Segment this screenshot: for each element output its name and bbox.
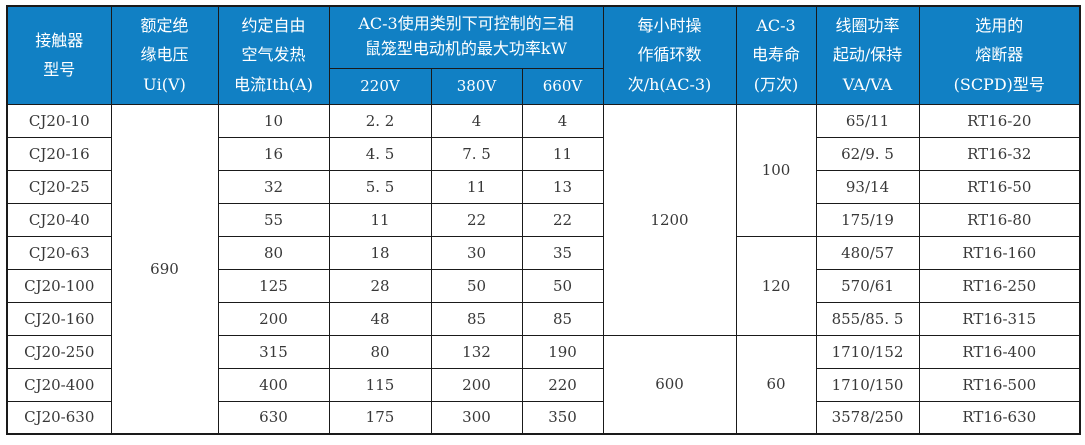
header-voltage-380: 380V bbox=[430, 67, 523, 105]
cell-fuse: RT16-630 bbox=[918, 400, 1081, 435]
cell-fuse: RT16-160 bbox=[918, 235, 1081, 270]
table-row: CJ20-10 690 10 2. 2 4 4 1200 100 65/11 R… bbox=[6, 103, 1081, 435]
cell-ith: 32 bbox=[217, 169, 330, 204]
cell-life-merged: 120 bbox=[735, 235, 817, 336]
cell-p660: 13 bbox=[521, 169, 604, 204]
cell-p220: 2. 2 bbox=[328, 103, 432, 138]
cell-ith: 200 bbox=[217, 301, 330, 336]
cell-p660: 350 bbox=[521, 400, 604, 435]
cell-p380: 30 bbox=[430, 235, 523, 270]
cell-ui-merged: 690 bbox=[110, 103, 219, 435]
cell-p380: 4 bbox=[430, 103, 523, 138]
cell-model: CJ20-160 bbox=[6, 301, 112, 336]
header-coil-power: 线圈功率 起动/保持 VA/VA bbox=[815, 5, 920, 105]
header-electrical-life: AC-3 电寿命 (万次) bbox=[735, 5, 817, 105]
cell-p660: 220 bbox=[521, 367, 604, 402]
cell-coil: 93/14 bbox=[815, 169, 920, 204]
cell-cycles-merged: 600 bbox=[602, 334, 737, 435]
cell-p380: 11 bbox=[430, 169, 523, 204]
cell-ith: 630 bbox=[217, 400, 330, 435]
table-row: CJ20-160 200 48 85 85 855/85. 5 RT16-315 bbox=[6, 301, 1081, 336]
cell-coil: 62/9. 5 bbox=[815, 136, 920, 171]
cell-ith: 55 bbox=[217, 202, 330, 237]
cell-p380: 200 bbox=[430, 367, 523, 402]
cell-fuse: RT16-400 bbox=[918, 334, 1081, 369]
cell-coil: 1710/152 bbox=[815, 334, 920, 369]
cell-model: CJ20-10 bbox=[6, 103, 112, 138]
cell-p660: 50 bbox=[521, 268, 604, 303]
cell-p220: 175 bbox=[328, 400, 432, 435]
contactor-spec-table: 接触器 型号 额定绝 缘电压 Ui(V) 约定自由 空气发热 电流Ith(A) … bbox=[6, 5, 1082, 435]
cell-fuse: RT16-315 bbox=[918, 301, 1081, 336]
header-voltage-660: 660V bbox=[521, 67, 604, 105]
cell-fuse: RT16-20 bbox=[918, 103, 1081, 138]
table-row: CJ20-25 32 5. 5 11 13 93/14 RT16-50 bbox=[6, 169, 1081, 204]
cell-coil: 855/85. 5 bbox=[815, 301, 920, 336]
cell-ith: 125 bbox=[217, 268, 330, 303]
header-voltage-220: 220V bbox=[328, 67, 432, 105]
table-row: CJ20-250 315 80 132 190 600 60 1710/152 … bbox=[6, 334, 1081, 435]
table-row: CJ20-630 630 175 300 350 3578/250 RT16-6… bbox=[6, 400, 1081, 435]
table-row: CJ20-40 55 11 22 22 175/19 RT16-80 bbox=[6, 202, 1081, 237]
cell-coil: 65/11 bbox=[815, 103, 920, 138]
cell-p660: 22 bbox=[521, 202, 604, 237]
cell-p380: 22 bbox=[430, 202, 523, 237]
cell-model: CJ20-63 bbox=[6, 235, 112, 270]
header-cycles-per-hour: 每小时操 作循环数 次/h(AC-3) bbox=[602, 5, 737, 105]
table-row: CJ20-100 125 28 50 50 570/61 RT16-250 bbox=[6, 268, 1081, 303]
table-row: CJ20-400 400 115 200 220 1710/150 RT16-5… bbox=[6, 367, 1081, 402]
cell-model: CJ20-40 bbox=[6, 202, 112, 237]
header-ac3-max-power-group: AC-3使用类别下可控制的三相 鼠笼型电动机的最大功率kW bbox=[328, 5, 604, 69]
cell-fuse: RT16-32 bbox=[918, 136, 1081, 171]
cell-p660: 11 bbox=[521, 136, 604, 171]
header-contactor-model: 接触器 型号 bbox=[6, 5, 112, 105]
table-row: CJ20-16 16 4. 5 7. 5 11 62/9. 5 RT16-32 bbox=[6, 136, 1081, 171]
cell-model: CJ20-25 bbox=[6, 169, 112, 204]
header-insulation-voltage: 额定绝 缘电压 Ui(V) bbox=[110, 5, 219, 105]
cell-p660: 4 bbox=[521, 103, 604, 138]
cell-p660: 35 bbox=[521, 235, 604, 270]
cell-p380: 7. 5 bbox=[430, 136, 523, 171]
cell-p220: 18 bbox=[328, 235, 432, 270]
cell-p220: 28 bbox=[328, 268, 432, 303]
cell-p220: 4. 5 bbox=[328, 136, 432, 171]
cell-life-merged: 100 bbox=[735, 103, 817, 237]
cell-coil: 480/57 bbox=[815, 235, 920, 270]
cell-p380: 300 bbox=[430, 400, 523, 435]
cell-fuse: RT16-500 bbox=[918, 367, 1081, 402]
cell-p220: 115 bbox=[328, 367, 432, 402]
cell-coil: 3578/250 bbox=[815, 400, 920, 435]
cell-model: CJ20-16 bbox=[6, 136, 112, 171]
cell-coil: 175/19 bbox=[815, 202, 920, 237]
cell-p660: 85 bbox=[521, 301, 604, 336]
cell-life-merged: 60 bbox=[735, 334, 817, 435]
header-fuse-model: 选用的 熔断器 (SCPD)型号 bbox=[918, 5, 1081, 105]
cell-coil: 1710/150 bbox=[815, 367, 920, 402]
header-thermal-current: 约定自由 空气发热 电流Ith(A) bbox=[217, 5, 330, 105]
cell-ith: 400 bbox=[217, 367, 330, 402]
cell-p220: 5. 5 bbox=[328, 169, 432, 204]
cell-model: CJ20-630 bbox=[6, 400, 112, 435]
cell-cycles-merged: 1200 bbox=[602, 103, 737, 336]
cell-p380: 132 bbox=[430, 334, 523, 369]
cell-fuse: RT16-50 bbox=[918, 169, 1081, 204]
cell-ith: 315 bbox=[217, 334, 330, 369]
cell-p660: 190 bbox=[521, 334, 604, 369]
cell-coil: 570/61 bbox=[815, 268, 920, 303]
cell-model: CJ20-400 bbox=[6, 367, 112, 402]
cell-fuse: RT16-80 bbox=[918, 202, 1081, 237]
cell-p380: 50 bbox=[430, 268, 523, 303]
cell-model: CJ20-100 bbox=[6, 268, 112, 303]
cell-p220: 80 bbox=[328, 334, 432, 369]
cell-model: CJ20-250 bbox=[6, 334, 112, 369]
cell-ith: 10 bbox=[217, 103, 330, 138]
cell-fuse: RT16-250 bbox=[918, 268, 1081, 303]
cell-ith: 80 bbox=[217, 235, 330, 270]
cell-p220: 48 bbox=[328, 301, 432, 336]
cell-ith: 16 bbox=[217, 136, 330, 171]
cell-p380: 85 bbox=[430, 301, 523, 336]
table-row: CJ20-63 80 18 30 35 120 480/57 RT16-160 bbox=[6, 235, 1081, 336]
cell-p220: 11 bbox=[328, 202, 432, 237]
